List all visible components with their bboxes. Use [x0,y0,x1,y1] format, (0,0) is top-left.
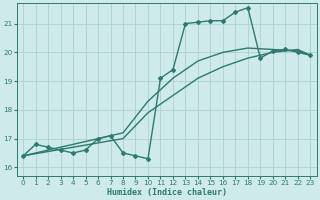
X-axis label: Humidex (Indice chaleur): Humidex (Indice chaleur) [107,188,227,197]
